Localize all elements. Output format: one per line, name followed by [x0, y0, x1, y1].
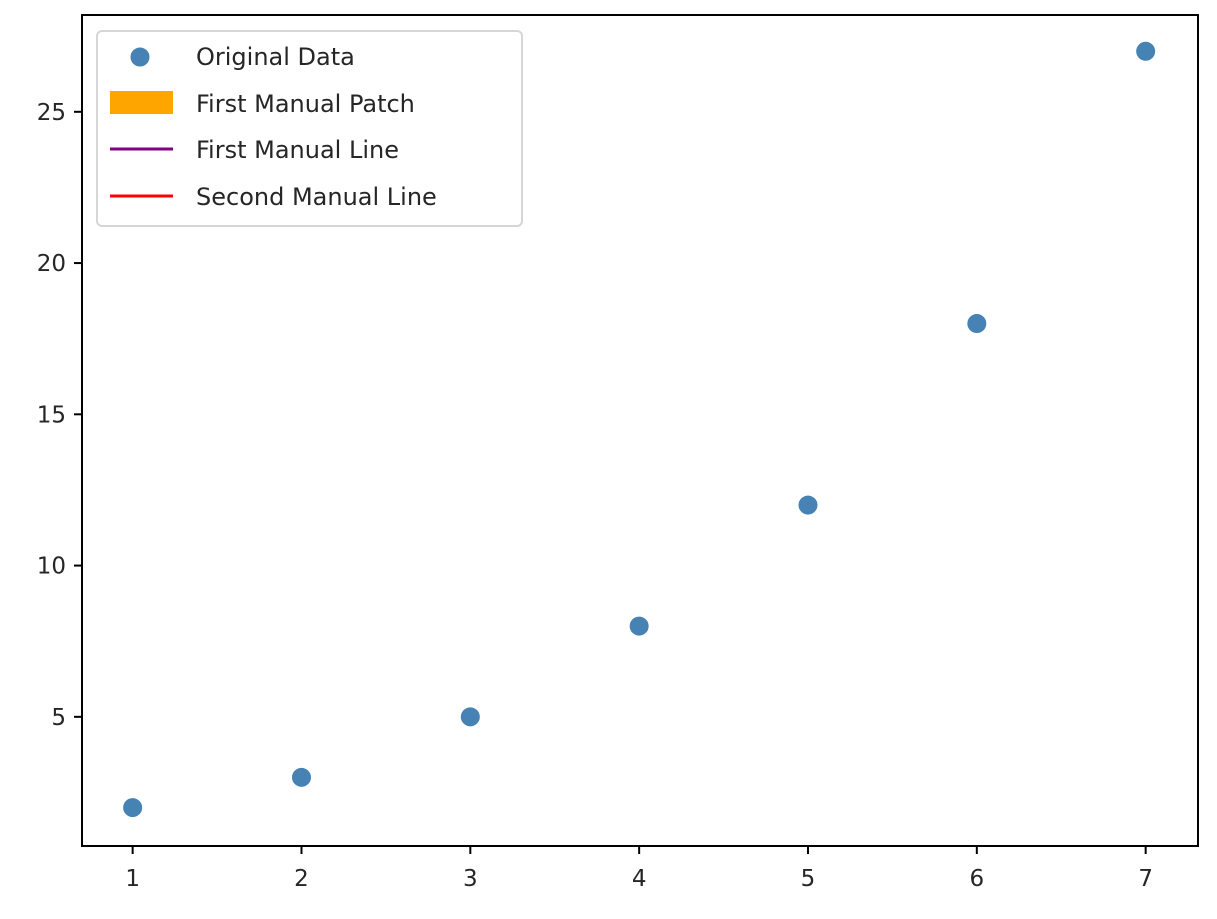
x-tick-label: 7 — [1138, 866, 1153, 892]
legend: Original Data First Manual Patch First M… — [96, 30, 523, 227]
x-tick-label: 1 — [125, 866, 140, 892]
axes-frame — [81, 14, 1199, 847]
legend-marker-icon — [129, 46, 151, 68]
legend-label-original-data: Original Data — [196, 43, 355, 71]
legend-box — [96, 30, 523, 227]
legend-patch-icon — [110, 91, 173, 114]
y-tick-label: 25 — [37, 100, 66, 126]
data-point — [122, 797, 144, 819]
data-points — [122, 40, 1157, 819]
x-tick-label: 4 — [632, 866, 647, 892]
x-tick-label: 3 — [463, 866, 478, 892]
legend-label-first-patch: First Manual Patch — [196, 90, 415, 118]
x-tick-label: 5 — [801, 866, 816, 892]
data-point — [966, 313, 988, 335]
y-tick-label: 20 — [37, 251, 66, 277]
y-tick-label: 10 — [37, 554, 66, 580]
y-axis-ticks: 5 10 15 20 25 — [37, 100, 82, 731]
y-tick-label: 15 — [37, 402, 66, 428]
x-tick-label: 6 — [970, 866, 985, 892]
data-point — [628, 615, 650, 637]
data-point — [290, 766, 312, 788]
x-axis-ticks: 1 2 3 4 5 6 7 — [125, 846, 1153, 892]
y-tick-label: 5 — [51, 705, 66, 731]
data-point — [459, 706, 481, 728]
legend-label-first-line: First Manual Line — [196, 136, 399, 164]
data-point — [797, 494, 819, 516]
legend-label-second-line: Second Manual Line — [196, 183, 437, 211]
x-tick-label: 2 — [294, 866, 309, 892]
data-point — [1135, 40, 1157, 62]
